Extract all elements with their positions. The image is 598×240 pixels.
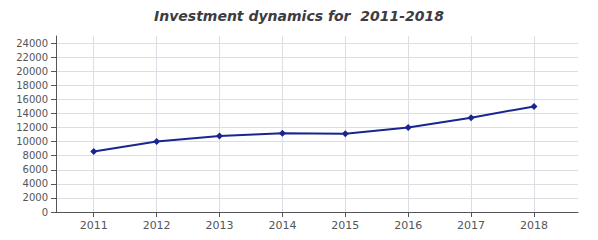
svg-text:2011: 2011 [80, 219, 108, 232]
svg-text:2016: 2016 [394, 219, 422, 232]
svg-text:2017: 2017 [457, 219, 485, 232]
svg-text:22000: 22000 [16, 52, 48, 63]
svg-text:24000: 24000 [16, 38, 48, 49]
svg-text:18000: 18000 [16, 80, 48, 91]
svg-text:14000: 14000 [16, 108, 48, 119]
svg-text:16000: 16000 [16, 94, 48, 105]
svg-text:2013: 2013 [206, 219, 234, 232]
svg-text:2014: 2014 [268, 219, 296, 232]
svg-text:2012: 2012 [143, 219, 171, 232]
svg-text:Investment dynamics for 2011-: Investment dynamics for 2011-2018 [154, 8, 444, 24]
svg-text:4000: 4000 [23, 178, 48, 189]
svg-text:12000: 12000 [16, 122, 48, 133]
svg-text:2000: 2000 [23, 192, 48, 203]
svg-text:6000: 6000 [23, 164, 48, 175]
svg-text:0: 0 [42, 207, 48, 218]
svg-text:10000: 10000 [16, 136, 48, 147]
svg-text:20000: 20000 [16, 66, 48, 77]
svg-text:2018: 2018 [520, 219, 548, 232]
svg-text:2015: 2015 [331, 219, 359, 232]
svg-text:8000: 8000 [23, 150, 48, 161]
